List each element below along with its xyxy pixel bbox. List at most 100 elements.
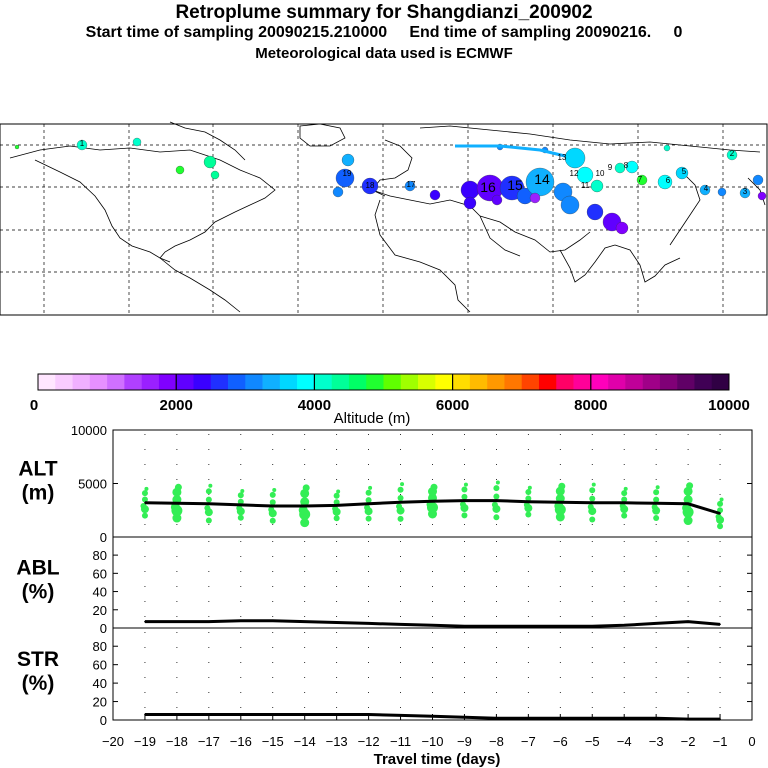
colorbar-segment: [55, 374, 73, 390]
panel-label: ALT: [18, 458, 57, 481]
alt-scatter-point: [430, 483, 438, 491]
plume-day-label: 11: [581, 181, 590, 190]
x-tick-label: 0: [748, 734, 755, 749]
alt-scatter-point: [205, 496, 212, 503]
colorbar-tick-label: 4000: [298, 397, 331, 414]
x-tick-label: −16: [230, 734, 252, 749]
x-tick-label: −13: [326, 734, 348, 749]
colorbar-segment: [279, 374, 298, 390]
alt-scatter-point: [653, 489, 660, 496]
alt-scatter-point: [397, 495, 404, 502]
coastline-segment: [669, 169, 701, 246]
series-point: [303, 620, 306, 623]
alt-scatter-point: [715, 513, 722, 520]
colorbar-segment: [487, 374, 505, 390]
series-point: [271, 619, 274, 622]
plume-marker: [404, 180, 416, 192]
coastline-segment: [34, 159, 171, 263]
colorbar-segment: [107, 374, 125, 390]
plume-marker: [576, 166, 594, 184]
panel-frame: [112, 627, 753, 721]
alt-scatter-point: [333, 499, 340, 506]
plume-marker: [175, 165, 185, 175]
colorbar-segment: [210, 374, 229, 390]
x-tick-label: −18: [166, 734, 188, 749]
series-point: [495, 499, 498, 502]
alt-scatter-point: [332, 505, 339, 512]
x-tick-label: −10: [421, 734, 443, 749]
colorbar-segment: [642, 374, 661, 390]
colorbar-segment: [538, 374, 557, 390]
chart-title: Retroplume summary for Shangdianzi_20090…: [175, 2, 593, 23]
series-point: [176, 620, 178, 623]
alt-scatter-point: [174, 483, 182, 491]
plume-marker: [491, 194, 503, 206]
x-tick-label: −14: [294, 734, 316, 749]
colorbar-segment: [383, 374, 402, 390]
y-tick-label: 0: [100, 713, 107, 728]
plume-marker: [341, 153, 355, 167]
alt-scatter-point: [269, 499, 276, 506]
series-point: [144, 620, 146, 623]
series-point: [559, 501, 562, 504]
plume-marker: [564, 147, 586, 169]
series-point: [463, 625, 466, 627]
alt-scatter-point: [525, 489, 532, 496]
plume-marker: [525, 167, 555, 197]
y-tick-label: 20: [93, 603, 107, 618]
colorbar-segment: [245, 374, 263, 390]
colorbar-tick-label: 6000: [436, 397, 469, 414]
alt-scatter-point: [268, 506, 275, 513]
series-point: [655, 502, 657, 505]
plume-day-label: 10: [596, 169, 605, 178]
series-point: [655, 622, 657, 625]
alt-scatter-point: [272, 487, 277, 492]
alt-scatter-point: [591, 482, 596, 487]
alt-scatter-point: [495, 480, 500, 485]
alt-scatter-point: [140, 502, 147, 509]
alt-scatter-point: [300, 518, 310, 528]
alt-scatter-point: [682, 503, 692, 513]
series-point: [367, 622, 370, 625]
colorbar-segment: [469, 374, 488, 390]
alt-scatter-point: [205, 488, 212, 495]
coastline-segment: [169, 121, 246, 161]
alt-scatter-point: [491, 501, 498, 508]
alt-scatter-point: [302, 484, 310, 492]
alt-scatter-point: [651, 503, 658, 510]
alt-scatter-point: [653, 515, 660, 522]
series-point: [431, 500, 434, 502]
series-point: [463, 499, 466, 502]
panel-alt: 0 5000 10000 ALT(m): [18, 423, 753, 545]
colorbar-segment: [435, 374, 453, 390]
y-tick-label: 20: [93, 695, 107, 710]
plume-marker: [132, 137, 142, 147]
plume-day-label: 9: [608, 163, 613, 172]
coastline-segment: [9, 145, 276, 259]
alt-scatter-point: [589, 516, 596, 523]
plume-marker: [726, 149, 738, 161]
colorbar-segment: [89, 374, 108, 390]
alt-scatter-point: [397, 515, 404, 522]
alt-scatter-point: [237, 498, 244, 505]
alt-scatter-point: [141, 490, 148, 497]
y-tick-label: 60: [93, 658, 107, 673]
colorbar-segment: [348, 374, 367, 390]
colorbar-segment: [694, 374, 713, 390]
alt-scatter-point: [400, 482, 405, 487]
plume-marker: [460, 180, 480, 200]
y-tick-label: 40: [93, 585, 107, 600]
alt-scatter-point: [461, 493, 468, 500]
panel-frame: [112, 536, 753, 629]
alt-scatter-point: [623, 486, 628, 491]
colorbar-label: Altitude (m): [334, 410, 411, 427]
x-tick-label: −17: [198, 734, 220, 749]
colorbar-segment: [176, 374, 194, 390]
plume-marker: [625, 160, 639, 174]
series-point: [367, 503, 370, 505]
series-point: [208, 620, 210, 623]
plume-marker: [657, 174, 673, 190]
colorbar-segment: [452, 374, 471, 390]
plume-marker: [560, 195, 580, 215]
series-point: [335, 621, 338, 624]
